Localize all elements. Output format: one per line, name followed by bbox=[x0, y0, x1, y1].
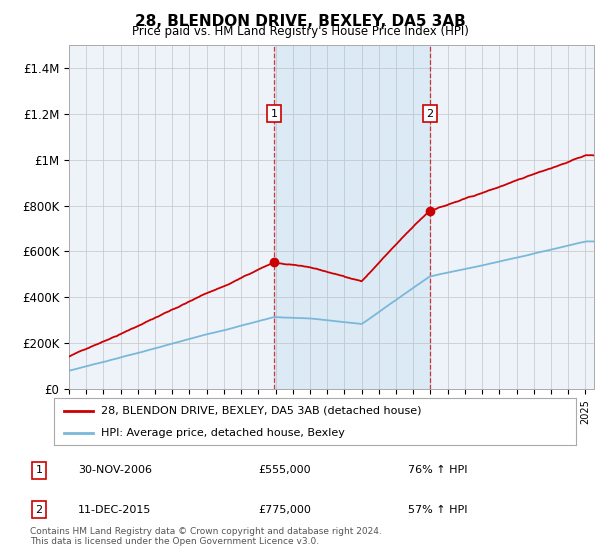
Text: 76% ↑ HPI: 76% ↑ HPI bbox=[408, 465, 467, 475]
Text: 11-DEC-2015: 11-DEC-2015 bbox=[78, 505, 151, 515]
Text: 1: 1 bbox=[271, 109, 278, 119]
Text: Price paid vs. HM Land Registry's House Price Index (HPI): Price paid vs. HM Land Registry's House … bbox=[131, 25, 469, 38]
Bar bbox=[274, 45, 430, 389]
Text: £555,000: £555,000 bbox=[258, 465, 311, 475]
Text: 30-NOV-2006: 30-NOV-2006 bbox=[78, 465, 152, 475]
Text: £775,000: £775,000 bbox=[258, 505, 311, 515]
Text: 28, BLENDON DRIVE, BEXLEY, DA5 3AB: 28, BLENDON DRIVE, BEXLEY, DA5 3AB bbox=[134, 14, 466, 29]
Text: Contains HM Land Registry data © Crown copyright and database right 2024.
This d: Contains HM Land Registry data © Crown c… bbox=[30, 526, 382, 546]
Text: 28, BLENDON DRIVE, BEXLEY, DA5 3AB (detached house): 28, BLENDON DRIVE, BEXLEY, DA5 3AB (deta… bbox=[101, 406, 421, 416]
Text: HPI: Average price, detached house, Bexley: HPI: Average price, detached house, Bexl… bbox=[101, 428, 345, 438]
Text: 1: 1 bbox=[35, 465, 43, 475]
Text: 57% ↑ HPI: 57% ↑ HPI bbox=[408, 505, 467, 515]
Text: 2: 2 bbox=[426, 109, 433, 119]
Text: 2: 2 bbox=[35, 505, 43, 515]
